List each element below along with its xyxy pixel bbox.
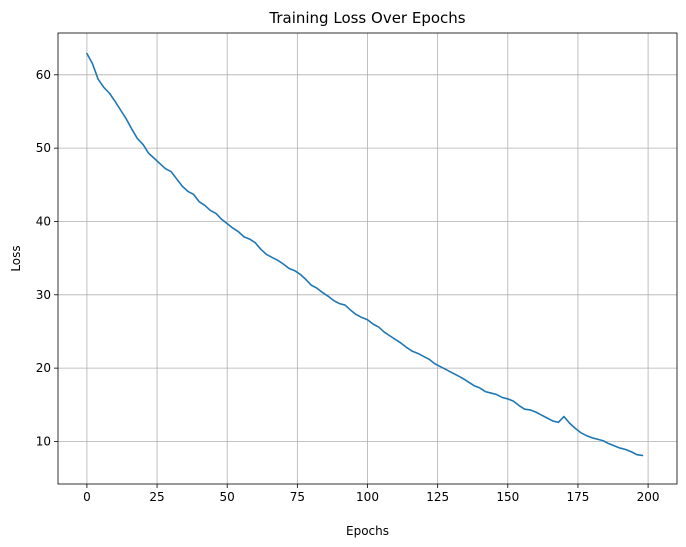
- x-tick-label: 75: [290, 490, 305, 504]
- x-tick-label: 50: [220, 490, 235, 504]
- y-tick-label: 30: [36, 288, 51, 302]
- y-tick-label: 10: [36, 434, 51, 448]
- grid: [58, 33, 677, 484]
- y-tick-label: 40: [36, 214, 51, 228]
- x-tick-label: 200: [637, 490, 660, 504]
- x-axis-label: Epochs: [346, 524, 389, 538]
- y-axis-label: Loss: [9, 245, 23, 271]
- x-tick-label: 0: [83, 490, 91, 504]
- chart-title: Training Loss Over Epochs: [268, 9, 465, 27]
- x-tick-label: 125: [426, 490, 449, 504]
- y-tick-label: 20: [36, 361, 51, 375]
- x-tick-label: 25: [149, 490, 164, 504]
- y-tick-label: 50: [36, 141, 51, 155]
- series-layer: [86, 52, 644, 457]
- ticks: 0 25 50 75 100 125 150 175 200 10 20 30 40 50 60: [36, 68, 660, 504]
- plot-frame: [57, 32, 678, 485]
- x-tick-label: 100: [356, 490, 379, 504]
- x-tick-label: 150: [496, 490, 519, 504]
- x-tick-label: 175: [566, 490, 589, 504]
- y-tick-label: 60: [36, 68, 51, 82]
- loss-series-line: [86, 52, 644, 457]
